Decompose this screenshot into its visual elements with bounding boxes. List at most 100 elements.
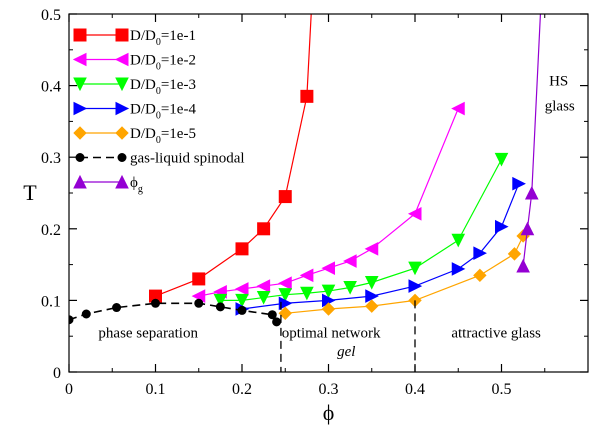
- legend-label-main-4: D/D: [130, 126, 156, 142]
- x-tick-label-0: 0: [65, 381, 73, 398]
- series-0: [149, 14, 314, 303]
- x-tick-label-0-4: 0.4: [405, 381, 425, 398]
- legend-label-3: D/D0=1e-4: [130, 102, 196, 122]
- series-2-point-1: [235, 293, 249, 308]
- series-6-point-2: [524, 185, 539, 200]
- legend-marker-start-3: [73, 101, 88, 116]
- x-axis-label: ϕ: [323, 400, 335, 425]
- legend-marker-start-6: [73, 174, 87, 189]
- legend-label-5: gas-liquid spinodal: [130, 151, 245, 167]
- series-3-point-7: [495, 219, 509, 234]
- legend-marker-end-5: [117, 153, 127, 162]
- y-tick-label-0-1: 0.1: [41, 293, 61, 310]
- legend-label-sub-2: 0: [156, 86, 161, 97]
- legend-label-main-0: D/D: [130, 28, 156, 44]
- series-5: [69, 298, 282, 327]
- legend-marker-end-1: [114, 52, 129, 67]
- series-2-point-5: [321, 284, 336, 299]
- legend-label-rest-4: =1e-5: [161, 126, 196, 142]
- y-tick-label-0-5: 0.5: [41, 7, 61, 24]
- series-6-point-0: [516, 258, 530, 273]
- legend-marker-start-5: [75, 153, 85, 162]
- y-axis-label: T: [23, 180, 37, 205]
- legend-label-main-6: ϕ: [130, 175, 138, 191]
- series-4-point-0: [278, 306, 292, 320]
- series-5-point-4: [194, 298, 204, 308]
- series-2-point-2: [256, 291, 271, 305]
- series-4-point-5: [507, 247, 522, 261]
- legend-label-sub-1: 0: [156, 62, 161, 73]
- legend-label-main-1: D/D: [130, 53, 156, 69]
- series-2-point-6: [343, 281, 357, 295]
- x-tick-label-0-1: 0.1: [146, 381, 166, 398]
- series-0-point-3: [257, 222, 271, 236]
- y-tick-label-0: 0: [53, 365, 61, 382]
- legend-entry-3: D/D0=1e-4: [73, 101, 196, 122]
- legend-label-0: D/D0=1e-1: [130, 28, 196, 48]
- legend-marker-end-4: [115, 126, 129, 140]
- series-1-point-3: [256, 279, 271, 293]
- legend-label-main-2: D/D: [130, 77, 156, 93]
- series-2: [213, 152, 509, 308]
- series-2-point-8: [408, 261, 422, 276]
- series-1-point-9: [407, 206, 422, 221]
- legend-label-rest-1: =1e-2: [161, 53, 196, 69]
- legend-marker-start-0: [73, 28, 87, 42]
- legend-entry-1: D/D0=1e-2: [72, 52, 196, 73]
- legend-entry-2: D/D0=1e-3: [73, 77, 196, 97]
- legend-marker-start-1: [72, 52, 87, 67]
- legend-label-sub-3: 0: [156, 111, 161, 122]
- x-tick-label-0-3: 0.3: [319, 381, 339, 398]
- series-3-point-5: [451, 262, 466, 276]
- annotation-attractive-glass: attractive glass: [451, 326, 541, 342]
- series-3-point-6: [473, 246, 487, 260]
- series-1-point-4: [278, 276, 292, 291]
- legend-label-4: D/D0=1e-5: [130, 126, 196, 146]
- legend-entry-6: ϕg: [73, 174, 143, 195]
- legend-label-main-3: D/D: [130, 102, 156, 118]
- y-tick-label-0-2: 0.2: [41, 222, 61, 239]
- series-4-point-2: [365, 299, 379, 313]
- series-3-point-3: [365, 289, 379, 303]
- legend-entry-4: D/D0=1e-5: [73, 126, 196, 146]
- series-0-point-1: [192, 272, 206, 286]
- legend-label-rest-3: =1e-4: [161, 102, 197, 118]
- series-2-point-9: [451, 233, 466, 248]
- series-5-point-8: [272, 317, 282, 327]
- series-5-point-3: [151, 298, 160, 308]
- series-0-point-2: [235, 242, 249, 256]
- annotation-glass: glass: [545, 99, 575, 115]
- annotation-gel: gel: [337, 344, 355, 360]
- annotation-hs: HS: [549, 74, 568, 90]
- y-tick-label-0-3: 0.3: [41, 150, 61, 167]
- series-4-point-4: [473, 268, 487, 283]
- series-1-point-2: [234, 282, 249, 296]
- series-2-point-3: [278, 288, 293, 302]
- x-tick-label-0-5: 0.5: [492, 381, 512, 398]
- series-2-point-7: [364, 276, 379, 290]
- series-3-point-1: [278, 296, 293, 311]
- annotation-optimal-network: optimal network: [282, 326, 381, 342]
- legend-label-6: ϕg: [130, 175, 143, 195]
- series-6-line: [522, 14, 542, 267]
- legend-marker-end-0: [115, 28, 129, 42]
- annotation-layer: phase separation optimal network gel att…: [98, 74, 575, 361]
- tick-layer: 0 0.1 0.2 0.3 0.4 0.5 0 0.1 0.2 0.3 0.4 0.5: [41, 7, 588, 398]
- legend-marker-end-6: [115, 174, 129, 189]
- series-0-point-5: [300, 89, 314, 103]
- series-5-point-1: [81, 309, 91, 319]
- series-layer: [69, 14, 542, 327]
- legend-marker-end-2: [115, 77, 129, 92]
- legend-label-rest-0: =1e-1: [161, 28, 196, 44]
- series-6-point-1: [520, 221, 535, 236]
- series-2-point-0: [213, 293, 228, 308]
- series-1-point-6: [321, 261, 335, 275]
- series-5-point-0: [69, 315, 74, 325]
- annotation-phase-separation: phase separation: [98, 326, 198, 342]
- series-2-point-10: [494, 152, 509, 167]
- series-0-point-4: [278, 190, 292, 204]
- legend-label-rest-2: =1e-3: [161, 77, 196, 93]
- series-5-point-2: [112, 303, 122, 313]
- legend-entry-0: D/D0=1e-1: [73, 28, 196, 48]
